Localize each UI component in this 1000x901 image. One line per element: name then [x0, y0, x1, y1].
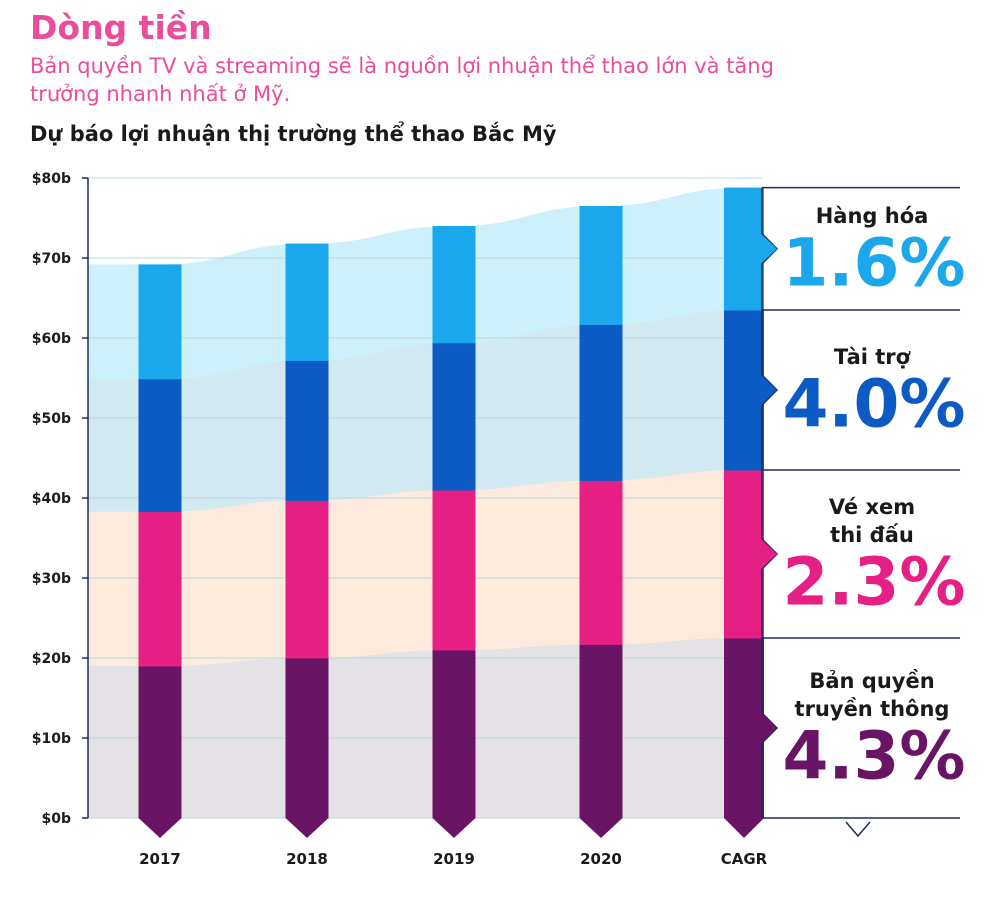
bar-tickets	[138, 511, 182, 667]
legend-label: Bản quyền	[809, 669, 934, 693]
legend-notch	[761, 233, 777, 264]
bar-merchandise	[579, 206, 623, 325]
legend-label: thi đấu	[830, 523, 914, 547]
y-tick-label: $40b	[32, 491, 71, 507]
legend-label: truyền thông	[795, 697, 950, 721]
bar-tip	[432, 818, 476, 838]
bar-sponsorship	[138, 378, 182, 513]
legend-cagr-value: 4.3%	[782, 718, 965, 795]
cagr-bar-media	[724, 638, 764, 819]
bar-sponsorship	[579, 324, 623, 481]
legend-cagr-value: 4.0%	[782, 366, 965, 443]
bar-media	[285, 658, 329, 819]
y-tick-label: $30b	[32, 571, 71, 587]
y-tick-label: $60b	[32, 331, 71, 347]
bar-tip	[138, 818, 182, 838]
bar-media	[579, 644, 623, 819]
legend-notch	[761, 375, 777, 405]
cagr-label: CAGR	[721, 850, 768, 868]
legend-label: Vé xem	[829, 495, 915, 519]
x-tick-label: 2017	[139, 850, 181, 868]
y-tick-label: $50b	[32, 411, 71, 427]
legend-cagr-value: 1.6%	[782, 225, 965, 302]
x-tick-label: 2018	[286, 850, 328, 868]
legend-cagr-value: 2.3%	[782, 544, 965, 621]
y-tick-label: $0b	[41, 811, 71, 827]
bar-merchandise	[138, 264, 182, 380]
bar-tickets	[579, 480, 623, 645]
bar-tickets	[285, 500, 329, 659]
page-title: Dòng tiền	[30, 8, 212, 47]
bar-merchandise	[285, 243, 329, 361]
cagr-bar-merchandise	[724, 187, 764, 311]
legend-label: Tài trợ	[834, 345, 911, 369]
x-tick-label: 2020	[580, 850, 622, 868]
chart-title: Dự báo lợi nhuận thị trường thể thao Bắc…	[30, 122, 557, 146]
bar-tip	[579, 818, 623, 838]
bar-merchandise	[432, 226, 476, 344]
legend-notch-line	[761, 187, 779, 818]
chevron-down-icon	[845, 821, 871, 838]
y-tick-label: $10b	[32, 731, 71, 747]
bar-media	[432, 650, 476, 819]
cagr-bar-tickets	[724, 470, 764, 639]
y-tick-label: $80b	[32, 171, 71, 187]
bar-sponsorship	[285, 360, 329, 501]
legend-notch	[761, 713, 777, 743]
y-tick-label: $70b	[32, 251, 71, 267]
y-tick-label: $20b	[32, 651, 71, 667]
x-tick-label: 2019	[433, 850, 475, 868]
bar-tip	[285, 818, 329, 838]
cagr-tip	[724, 818, 764, 838]
bar-sponsorship	[432, 342, 476, 491]
cagr-bar-sponsorship	[724, 310, 764, 471]
legend-label: Hàng hóa	[816, 204, 929, 228]
bar-media	[138, 666, 182, 819]
bar-tickets	[432, 490, 476, 651]
page-subtitle: Bản quyền TV và streaming sẽ là nguồn lợ…	[30, 54, 774, 106]
legend-notch	[761, 539, 777, 569]
